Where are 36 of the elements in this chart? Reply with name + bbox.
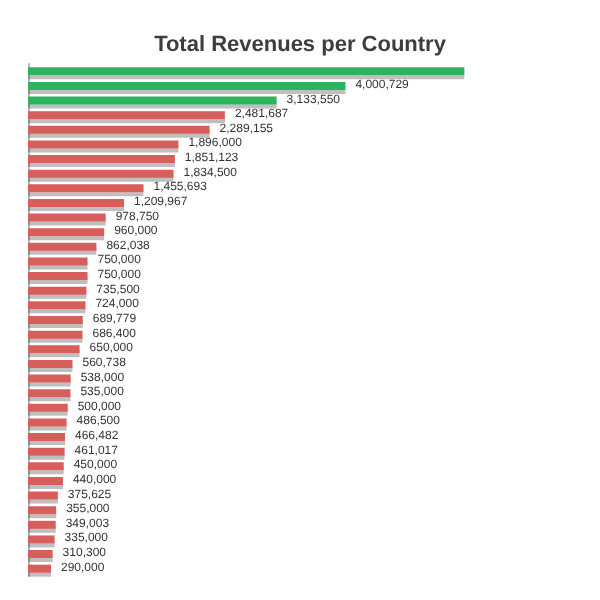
bar [28, 447, 65, 456]
bar [28, 374, 71, 383]
bar [28, 286, 87, 295]
bar [28, 433, 66, 442]
bar [28, 242, 97, 251]
bar [28, 228, 105, 237]
bar [28, 198, 124, 207]
bar [28, 506, 57, 515]
bar [28, 316, 83, 324]
bar [28, 564, 52, 573]
bar [28, 184, 144, 193]
bar [28, 491, 58, 500]
bar [28, 345, 80, 354]
bar [28, 359, 73, 368]
bar [28, 418, 67, 427]
bar [28, 476, 63, 485]
bar [28, 67, 465, 76]
bar [28, 301, 86, 310]
bar [28, 520, 56, 529]
bar [28, 140, 179, 149]
bar [28, 330, 83, 339]
bar [28, 535, 55, 544]
bar [28, 462, 64, 471]
bar [28, 403, 68, 412]
chart-title: Total Revenues per Country [154, 33, 448, 57]
bar [28, 213, 106, 222]
bar [28, 550, 53, 559]
bar [28, 81, 346, 90]
bar [28, 111, 225, 120]
bar [28, 389, 71, 398]
bar [28, 155, 175, 164]
bar [28, 169, 174, 178]
bar [28, 272, 88, 281]
bar [28, 257, 88, 266]
bar [28, 96, 277, 105]
bar [28, 125, 210, 134]
